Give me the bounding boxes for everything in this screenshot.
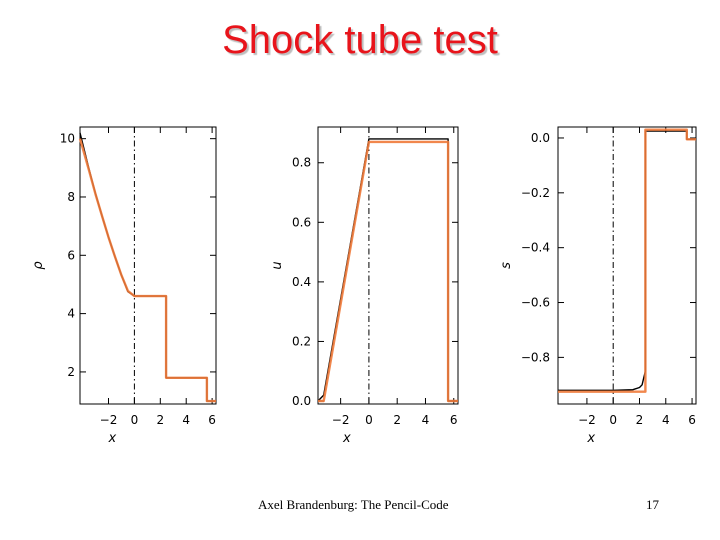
y-tick-label: 4 (67, 307, 75, 321)
x-axis-label: x (586, 431, 595, 446)
chart-panel-1: −2 0 2 4 6 2 4 6 8 10 x ρ (31, 126, 217, 446)
y-tick-label: 6 (67, 248, 75, 262)
x-tick-label: 2 (156, 413, 164, 427)
analytic-line (78, 138, 216, 403)
plot-frame (317, 126, 459, 405)
y-tick-label: −0.2 (521, 186, 550, 200)
footer-text: Axel Brandenburg: The Pencil-Code (258, 497, 449, 512)
x-tick-label: 0 (365, 413, 373, 427)
x-axis-label: x (108, 431, 117, 446)
y-tick-label: −0.4 (521, 241, 550, 255)
x-tick-label: 2 (393, 413, 401, 427)
y-tick-label: 8 (67, 190, 75, 204)
plot-frame (557, 126, 697, 405)
y-tick-label: 0.4 (292, 275, 311, 289)
plot-frame (79, 126, 217, 405)
slide-title: Shock tube test (222, 18, 498, 62)
y-tick-label: 0.8 (292, 156, 311, 170)
numerical-line (558, 130, 696, 391)
x-tick-label: −2 (100, 413, 118, 427)
y-axis-label: s (499, 262, 514, 269)
chart-panel-3: −2 0 2 4 6 0.0 −0.2 −0.4 −0.6 −0.8 x s (499, 126, 697, 446)
x-tick-label: 6 (450, 413, 458, 427)
y-tick-label: 10 (60, 132, 75, 146)
y-tick-label: 0.2 (292, 334, 311, 348)
y-axis-label: u (270, 261, 285, 269)
y-tick-label: 2 (67, 365, 75, 379)
numerical-line (79, 132, 216, 402)
y-axis-label: ρ (31, 261, 46, 270)
x-tick-label: 4 (422, 413, 430, 427)
x-tick-label: 6 (208, 413, 216, 427)
y-tick-label: −0.6 (521, 296, 550, 310)
x-tick-label: 4 (182, 413, 190, 427)
x-tick-label: 0 (131, 413, 139, 427)
x-tick-label: 6 (688, 413, 696, 427)
y-tick-label: 0.6 (292, 215, 311, 229)
y-tick-label: −0.8 (521, 350, 550, 364)
analytic-line (558, 128, 696, 393)
x-tick-label: 0 (609, 413, 617, 427)
y-tick-label: 0.0 (531, 131, 550, 145)
x-tick-label: 4 (662, 413, 670, 427)
chart-panel-2: −2 0 2 4 6 0.0 0.2 0.4 0.6 0.8 x u (270, 126, 459, 446)
x-tick-label: 2 (636, 413, 644, 427)
y-tick-label: 0.0 (292, 394, 311, 408)
x-tick-label: −2 (578, 413, 596, 427)
numerical-line (317, 138, 458, 402)
page-number: 17 (646, 497, 659, 512)
analytic-line (318, 140, 458, 403)
x-axis-label: x (342, 431, 351, 446)
x-tick-label: −2 (332, 413, 350, 427)
